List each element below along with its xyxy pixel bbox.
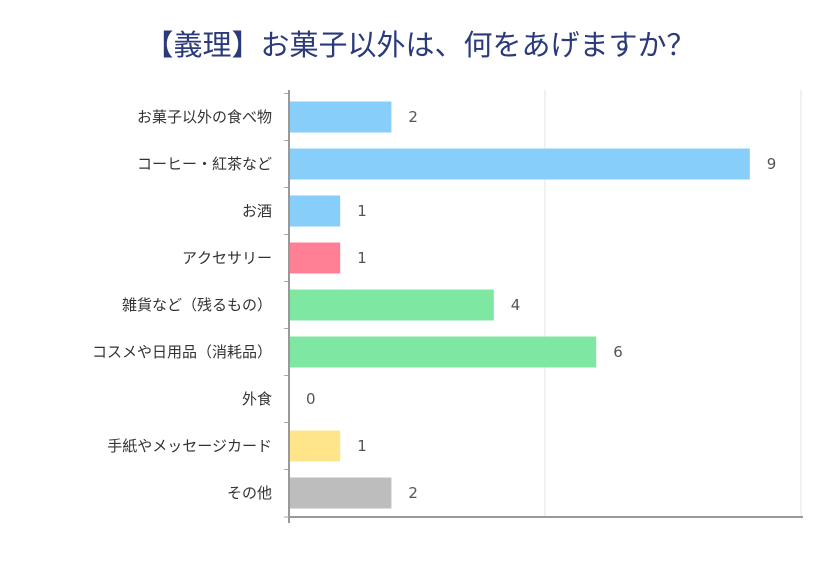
bar xyxy=(289,430,341,462)
axes xyxy=(284,90,803,523)
category-label: 雑貨など（残るもの） xyxy=(122,296,272,314)
bar xyxy=(289,336,597,368)
category-label: アクセサリー xyxy=(182,249,272,267)
value-labels: 2 9 1 1 4 6 0 1 2 xyxy=(306,108,776,502)
value-label: 2 xyxy=(408,484,418,502)
bar xyxy=(289,148,750,180)
category-label: その他 xyxy=(227,484,272,502)
bar xyxy=(289,289,494,321)
value-label: 4 xyxy=(511,296,521,314)
bars xyxy=(289,101,750,509)
value-label: 1 xyxy=(357,437,367,455)
category-label: コーヒー・紅茶など xyxy=(137,155,272,173)
value-label: 9 xyxy=(767,155,777,173)
category-label: 外食 xyxy=(242,390,272,408)
bar xyxy=(289,101,392,133)
value-label: 0 xyxy=(306,390,316,408)
category-label: お菓子以外の食べ物 xyxy=(137,108,272,126)
category-label: コスメや日用品（消耗品） xyxy=(92,343,272,361)
category-label: お酒 xyxy=(242,202,272,220)
bar xyxy=(289,195,341,227)
value-label: 1 xyxy=(357,202,367,220)
bar xyxy=(289,242,341,274)
value-label: 6 xyxy=(613,343,623,361)
category-label: 手紙やメッセージカード xyxy=(107,437,272,455)
value-label: 1 xyxy=(357,249,367,267)
chart-title: 【義理】お菓子以外は、何をあげますか？ xyxy=(144,28,696,62)
value-label: 2 xyxy=(408,108,418,126)
bar xyxy=(289,477,392,509)
